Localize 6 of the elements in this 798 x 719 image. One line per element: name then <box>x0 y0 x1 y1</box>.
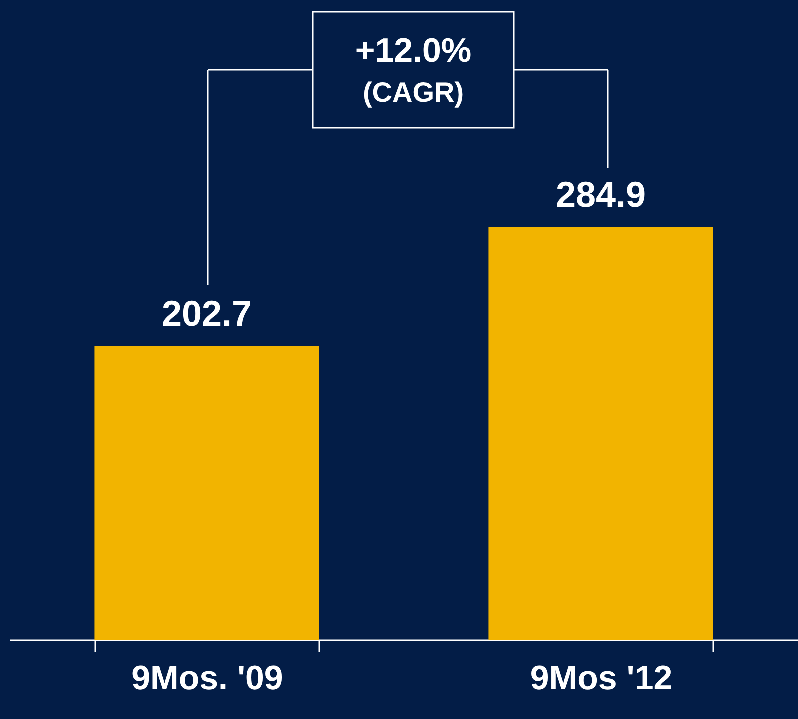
data-label: 202.7 <box>162 293 252 334</box>
text: (CAGR) <box>362 77 464 108</box>
x-tick-label: 9Mos '12 <box>530 660 673 698</box>
data-label: 284.9 <box>556 174 646 216</box>
x-tick-label: 9Mos. '09 <box>132 660 284 698</box>
text: +12.0% <box>355 32 472 70</box>
